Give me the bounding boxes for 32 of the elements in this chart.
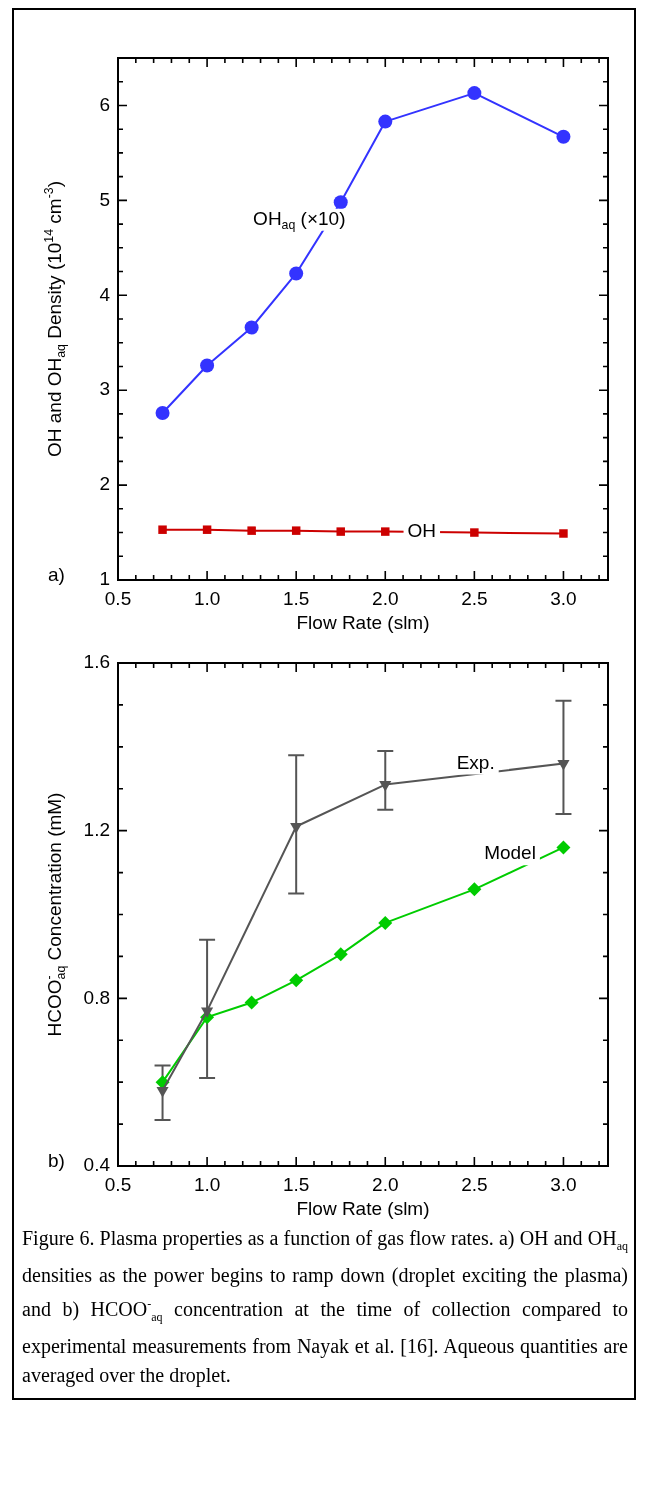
x-tick-label: 0.5: [104, 1173, 132, 1195]
y-tick-label: 6: [99, 93, 110, 115]
y-tick-label: 1: [99, 568, 110, 590]
x-axis-title: Flow Rate (slm): [296, 1198, 430, 1220]
x-tick-label: 1.5: [282, 587, 310, 609]
x-tick-label: 2.5: [461, 587, 488, 609]
x-tick-label: 2.0: [372, 587, 399, 609]
x-tick-label: 1.5: [282, 1173, 310, 1195]
series-label: OH: [407, 519, 437, 541]
y-tick-label: 3: [99, 378, 110, 400]
x-tick-label: 0.5: [104, 587, 132, 609]
x-axis-title: Flow Rate (slm): [296, 612, 430, 634]
y-tick-label: 1.2: [83, 818, 110, 840]
y-tick-label: 2: [99, 473, 110, 495]
x-tick-label: 1.0: [193, 587, 221, 609]
y-tick-label: 0.4: [83, 1154, 111, 1176]
series-label: Exp.: [456, 751, 495, 773]
text: Figure 6. Plasma properties as a function of gas flow rates. a) OH and OH$_{aq}$ densities as the power begins to ramp down (droplet exciting the plasma) and b) HCOO$^{-}$$_{aq}$ concentration at the time of collection compared to experimental measurements from Nayak et al. [16]. Aqueous quantities are averaged over the droplet.: [22, 1227, 628, 1386]
x-tick-label: 1.0: [193, 1173, 221, 1195]
series-label: Model: [484, 842, 536, 864]
y-tick-label: 0.8: [83, 986, 110, 1008]
x-tick-label: 3.0: [550, 587, 577, 609]
y-axis-title: HCOO-aq Concentration (mM): [41, 792, 69, 1037]
text: a): [48, 564, 65, 586]
y-tick-label: 4: [99, 283, 111, 305]
x-tick-label: 2.0: [372, 1173, 399, 1195]
y-axis-title: OH and OHaq Density (1014 cm-3): [41, 181, 69, 457]
text: b): [48, 1150, 65, 1172]
x-tick-label: 2.5: [461, 1173, 488, 1195]
x-tick-label: 3.0: [550, 1173, 577, 1195]
y-tick-label: 5: [99, 188, 110, 210]
y-tick-label: 1.6: [83, 651, 110, 673]
